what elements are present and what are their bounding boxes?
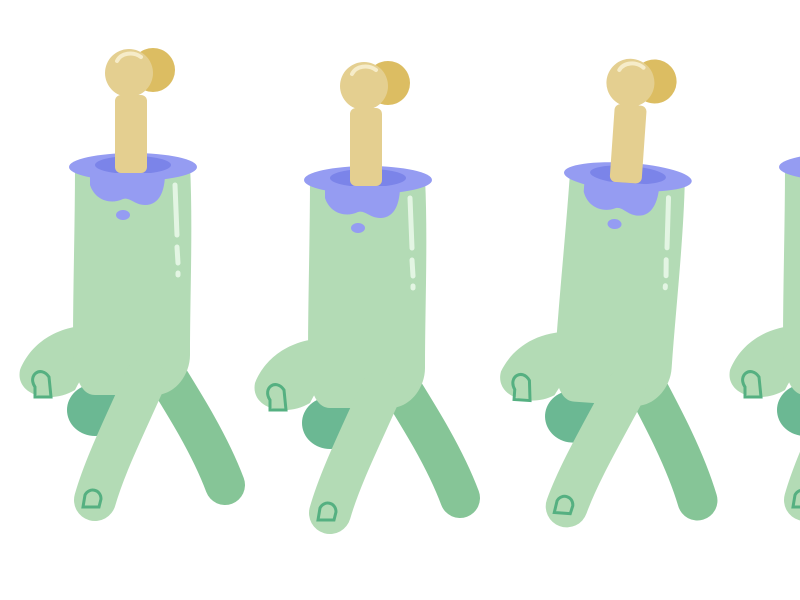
hand-frame-1 <box>20 48 225 507</box>
hand-frame-edge-right <box>730 48 800 507</box>
hand-frame-3 <box>491 50 728 522</box>
hand-frame-2 <box>255 61 460 520</box>
